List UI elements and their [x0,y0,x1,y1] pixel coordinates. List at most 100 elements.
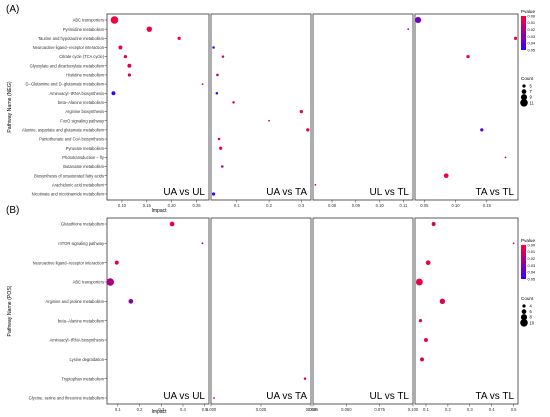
data-point [466,55,470,59]
x-tick-label: 0.075 [374,407,385,412]
pathway-label: ABC transporters [73,280,104,285]
pathway-label: Neuroactive ligand−receptor interaction [33,45,105,50]
facet-title: UL vs TL [370,187,410,198]
count-legend-dot [522,84,526,88]
data-point [439,298,446,305]
pathway-label: Glyoxylate and dicarboxylate metabolism [30,63,105,68]
count-legend-dot [520,94,528,101]
data-point [314,183,317,186]
facet-ua-vs-ta: 0.000 0.025 0.050 UA vs TA [206,217,317,412]
facet-title: UA vs UL [163,187,205,198]
x-tick-label: 0.025 [256,407,267,412]
pathway-label: Histidine metabolism [66,73,104,78]
pathway-label: Nicotinate and nicotinamide metabolism [32,192,105,197]
pathway-label: Taurine and hypotaurine metabolism [38,36,105,41]
facet-title: UA vs TA [266,187,307,198]
pathway-label: Glutathione metabolism [61,222,105,227]
facet-frame [312,217,414,405]
count-legend-label: 5 [530,84,533,89]
pvalue-tick-label: 0.02 [528,256,536,261]
data-point [415,16,422,24]
x-tick-label: 0.5 [511,407,517,412]
data-point [123,55,128,59]
data-point [504,156,507,159]
count-legend-dot [522,304,526,308]
pvalue-tick-label: 0.04 [528,41,536,46]
data-point [146,26,153,32]
pathway-label: Arginine biosynthesis [65,109,104,114]
pathway-label: Pantothenate and CoA biosynthesis [39,137,104,142]
data-point [268,119,270,122]
data-point [299,109,303,114]
data-point [221,55,225,58]
pvalue-legend-title: Pvalue [521,238,535,243]
count-legend-title: Count [521,296,534,301]
x-tick-label: 0.050 [306,407,317,412]
facet-ua-vs-ul: 0.10 0.15 0.20 0.25 UA vs UL [106,13,210,208]
x-tick-label: 0.05 [420,203,429,208]
x-tick-label: 0.4 [180,407,186,412]
x-tick-label: 0.100 [408,407,419,412]
x-tick-label: 0.050 [341,407,352,412]
x-tick-label: 0.08 [328,203,337,208]
data-point [216,73,219,77]
x-tick-label: 0.20 [168,203,177,208]
pathway-label: D−Glutamine and D−glutamate metabolism [25,82,104,87]
count-legend-label: 11 [530,100,535,105]
pathway-label: Citrate cycle (TCA cycle) [59,54,104,59]
x-tick-label: 0.1 [423,407,429,412]
data-point [201,242,204,245]
data-point [303,377,307,380]
data-point [423,338,428,342]
data-point [217,137,221,141]
data-point [513,36,518,40]
count-legend-dot [520,99,528,107]
data-point [221,165,224,168]
x-tick-label: 0.09 [352,203,361,208]
x-axis-title: Impact [151,409,167,415]
x-tick-label: 0.15 [143,203,152,208]
data-point [306,128,310,132]
pathway-label: beta−Alanine metabolism [58,318,105,323]
x-tick-label: 0.10 [376,203,385,208]
facet-title: UA vs UL [163,391,205,402]
count-legend-dot [521,309,527,314]
facet-frame [106,13,210,201]
facet-title: UA vs TA [266,391,307,402]
facet-ul-vs-tl: 0.08 0.09 0.10 0.11 UL vs TL [312,13,414,208]
panel-label: (B) [6,205,19,216]
count-legend-dot [520,314,528,321]
pathway-label: Pyruvate metabolism [66,146,105,151]
data-point [512,242,515,245]
data-point [213,397,215,399]
facet-frame [414,13,519,201]
x-tick-label: 0.1 [115,407,121,412]
pvalue-tick-label: 0.05 [528,276,536,281]
x-tick-label: 0.3 [467,407,473,412]
count-legend-label: 4 [530,304,533,309]
x-tick-label: 0.3 [298,203,304,208]
x-tick-label: 0.10 [451,203,460,208]
data-point [114,260,119,265]
pvalue-tick-label: 0.04 [528,270,536,275]
count-legend-dot [520,319,528,327]
data-point [407,28,410,31]
data-point [110,16,119,24]
x-tick-label: 0.1 [234,203,240,208]
pathway-label: Biosynthesis of unsaturated fatty acids [34,173,104,178]
count-legend-label: 9 [530,95,533,100]
data-point [212,46,215,49]
pathway-label: Arachidonic acid metabolism [52,182,105,187]
x-tick-label: 0.10 [118,203,127,208]
x-tick-label: 0.3 [158,407,164,412]
data-point [106,278,115,286]
pvalue-tick-label: 0.01 [528,249,536,254]
facet-frame [210,217,312,405]
x-tick-label: 0.15 [483,203,492,208]
count-legend-label: 7 [530,89,533,94]
x-tick-label: 0.2 [266,203,272,208]
x-tick-label: 0.000 [206,407,217,412]
pathway-label: Neuroactive ligand−receptor interaction [33,260,105,265]
